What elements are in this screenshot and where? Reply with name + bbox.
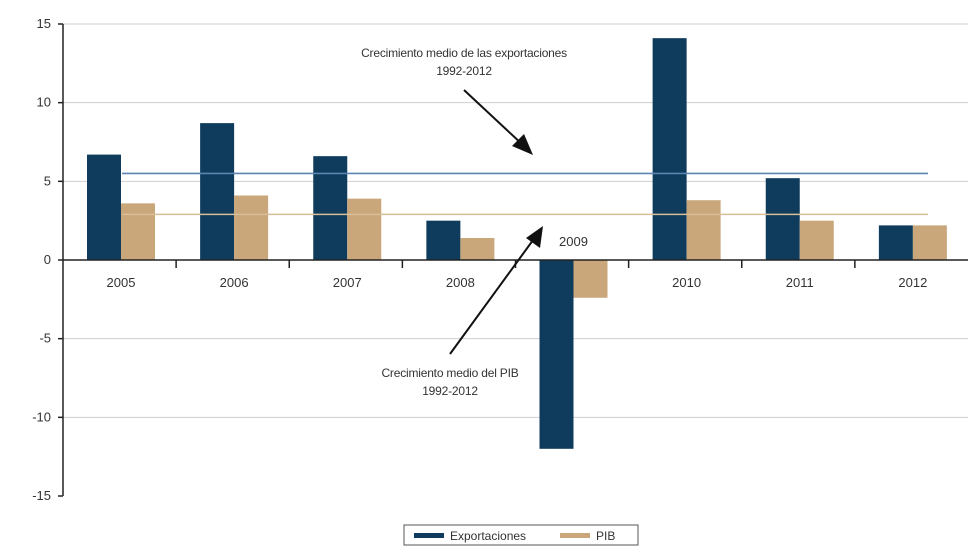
legend-box [403,524,639,546]
bar-pib-2011 [799,220,834,260]
category-label: 2010 [672,275,701,290]
category-label: 2008 [446,275,475,290]
category-label: 2012 [898,275,927,290]
annotation-pib-line2: 1992-2012 [422,384,478,398]
annotation-pib-line1: Crecimiento medio del PIB [381,366,518,380]
annotation-pib-arrowhead [526,226,543,248]
y-tick-label: -10 [32,409,51,424]
annotation-exports-line2: 1992-2012 [436,64,492,78]
bar-pib-2008 [460,237,495,260]
legend: Exportaciones PIB [403,524,639,546]
category-label: 2006 [220,275,249,290]
y-tick-labels: 15 10 5 0 -5 -10 -15 [32,16,51,503]
y-tick-label: -15 [32,488,51,503]
bar-pib-2006 [234,195,269,260]
legend-label-exportaciones: Exportaciones [450,529,526,543]
annotation-pib-arrow [449,235,537,355]
annotation-exports: Crecimiento medio de las exportaciones 1… [361,46,567,155]
bar-pib-2009 [573,260,608,298]
annotation-exports-arrowhead [512,134,533,155]
bar-exportaciones-2011 [765,178,800,260]
y-tick-label: 5 [44,173,51,188]
bar-exportaciones-2005 [87,154,121,260]
legend-swatch-pib [560,533,590,538]
y-tick-label: -5 [39,331,51,346]
bar-exportaciones-2008 [426,220,461,260]
bar-pib-2005 [121,203,155,260]
bars-group [87,38,947,449]
bar-exportaciones-2010 [652,38,687,260]
legend-swatch-exportaciones [414,533,444,538]
category-label: 2009 [559,234,588,249]
category-label: 2005 [107,275,136,290]
axes [58,23,968,497]
legend-label-pib: PIB [596,529,615,543]
bar-exportaciones-2007 [313,156,348,260]
category-label: 2011 [786,275,814,290]
category-labels: 2005 2006 2007 2008 2009 2010 2011 2012 [107,234,928,290]
annotation-exports-line1: Crecimiento medio de las exportaciones [361,46,567,60]
bar-exportaciones-2006 [200,123,235,261]
y-tick-label: 0 [44,252,51,267]
category-label: 2007 [333,275,362,290]
bar-exportaciones-2009 [539,260,574,449]
bar-pib-2010 [686,200,721,260]
bar-pib-2012 [912,225,947,260]
annotation-exports-arrow [463,89,525,147]
y-tick-label: 15 [37,16,51,31]
bar-exportaciones-2012 [878,225,913,260]
reference-lines [122,172,928,216]
annotation-pib: Crecimiento medio del PIB 1992-2012 [381,226,543,398]
bar-pib-2007 [347,198,382,260]
y-tick-label: 10 [37,95,51,110]
